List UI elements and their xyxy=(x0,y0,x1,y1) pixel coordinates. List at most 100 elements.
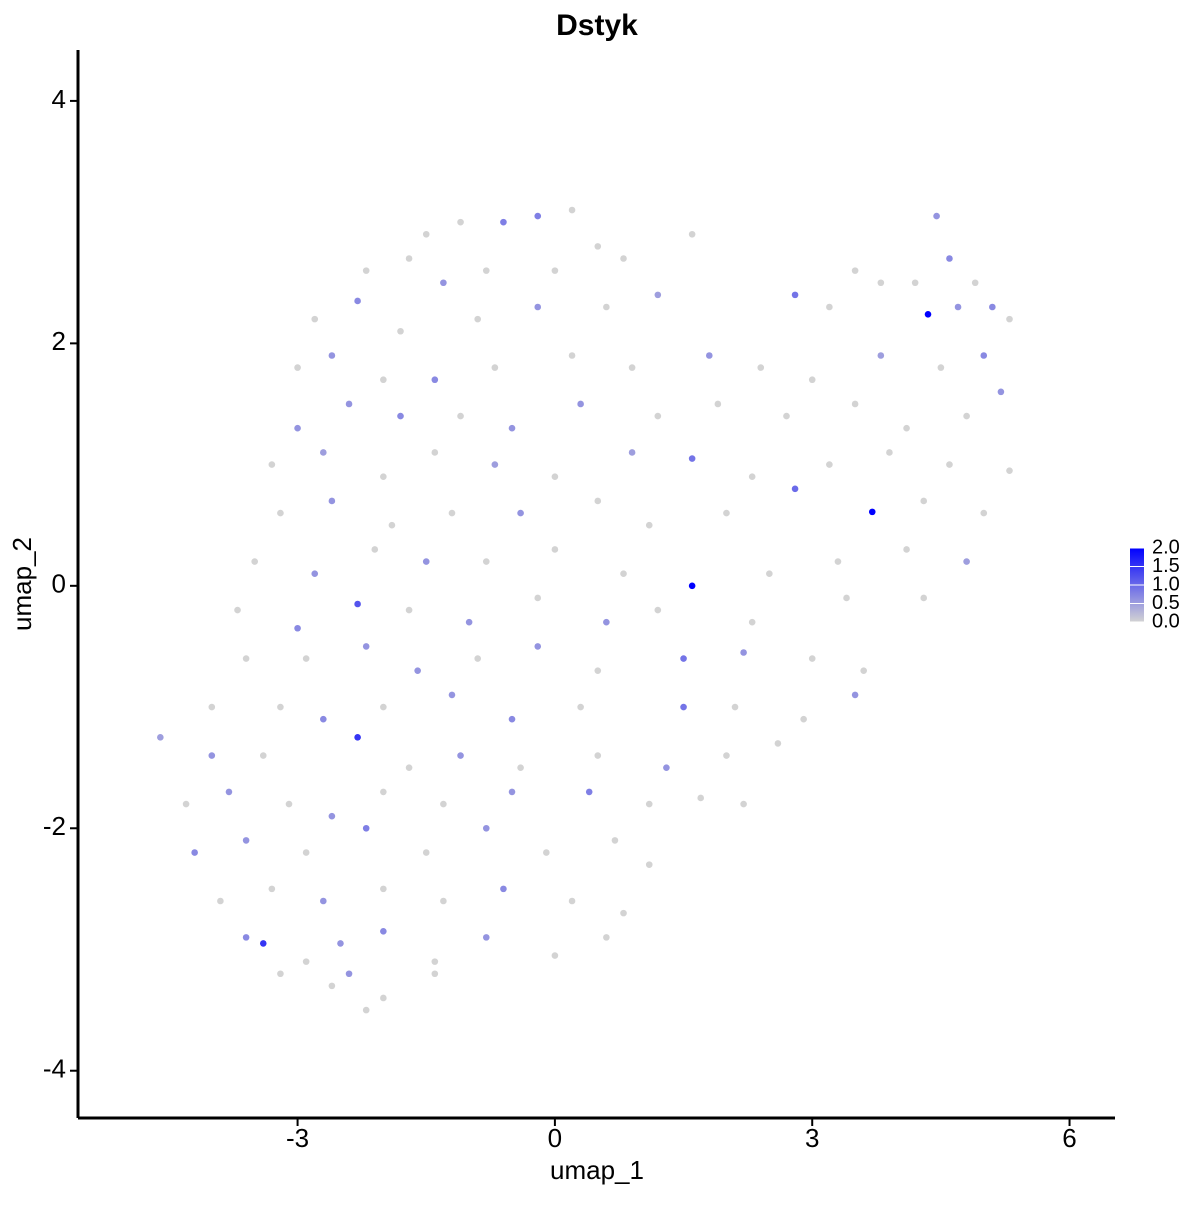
cell-point xyxy=(285,800,293,808)
cell-point xyxy=(543,849,550,856)
cell-point xyxy=(791,485,799,493)
cell-point xyxy=(302,849,310,856)
cell-point xyxy=(457,218,464,226)
cell-point xyxy=(208,752,216,759)
cell-point xyxy=(457,752,464,759)
cell-point xyxy=(422,849,430,856)
cell-point xyxy=(414,667,421,674)
cell-point xyxy=(826,461,833,468)
cell-point xyxy=(654,606,662,614)
cell-point xyxy=(268,885,276,893)
cell-point xyxy=(534,594,542,602)
cell-point xyxy=(568,352,576,359)
cell-point xyxy=(362,1006,370,1014)
colorbar-label: 1.0 xyxy=(1152,573,1180,595)
cell-point xyxy=(422,558,430,565)
cell-point xyxy=(422,230,430,238)
cell-point xyxy=(748,618,756,626)
cell-point xyxy=(482,267,490,274)
cell-point xyxy=(277,509,284,517)
cell-point xyxy=(380,473,387,481)
cell-point xyxy=(482,934,490,941)
cell-point xyxy=(517,764,524,771)
cell-point xyxy=(585,788,593,796)
cell-point xyxy=(362,824,370,832)
y-tick-label: 4 xyxy=(52,84,66,114)
cell-point xyxy=(517,509,524,517)
cell-point xyxy=(242,934,250,941)
colorbar-label: 1.5 xyxy=(1152,555,1180,577)
cell-point xyxy=(294,364,301,371)
cell-point xyxy=(603,303,610,311)
cell-point xyxy=(397,327,404,335)
cell-point xyxy=(508,715,516,723)
cell-point xyxy=(242,655,250,662)
cell-point xyxy=(320,897,327,905)
cell-point xyxy=(594,752,602,759)
cell-point xyxy=(628,449,636,456)
cell-point xyxy=(482,558,490,565)
cell-point xyxy=(568,206,576,214)
cell-point xyxy=(697,794,705,802)
cell-point xyxy=(924,310,932,318)
cell-point xyxy=(911,279,919,287)
cell-point xyxy=(611,837,619,844)
cell-point xyxy=(551,952,559,959)
cell-point xyxy=(474,315,482,323)
cell-point xyxy=(380,928,387,935)
cell-point xyxy=(508,788,516,796)
cell-point xyxy=(937,364,945,371)
cell-point xyxy=(920,594,928,602)
cell-point xyxy=(259,940,267,947)
cell-point xyxy=(989,303,996,311)
cell-point xyxy=(851,691,859,699)
cell-point xyxy=(594,667,602,674)
cell-point xyxy=(534,303,542,311)
cell-point xyxy=(740,800,747,808)
cell-point xyxy=(465,618,473,626)
cell-point xyxy=(946,461,953,468)
cell-point xyxy=(491,364,499,371)
cell-point xyxy=(380,788,387,796)
cell-point xyxy=(397,412,404,420)
cell-point xyxy=(302,655,310,662)
cell-point xyxy=(217,897,224,905)
cell-point xyxy=(645,521,653,529)
cell-point xyxy=(688,582,696,590)
cell-point xyxy=(431,970,439,978)
cell-point xyxy=(808,376,816,384)
cell-point xyxy=(448,691,456,699)
y-tick-label: -2 xyxy=(43,811,66,841)
cell-point xyxy=(980,352,988,359)
cell-point xyxy=(920,497,928,505)
cell-point xyxy=(688,455,696,462)
cell-point xyxy=(362,643,370,650)
cell-point xyxy=(731,703,739,711)
cell-point xyxy=(903,424,910,432)
cell-point xyxy=(320,449,327,456)
cell-point xyxy=(946,255,953,262)
cell-point xyxy=(980,509,988,517)
cell-point xyxy=(963,558,970,565)
cell-point xyxy=(371,546,379,553)
cell-point xyxy=(225,788,233,796)
cell-point xyxy=(457,412,464,420)
cell-point xyxy=(491,461,499,468)
cell-point xyxy=(954,303,962,311)
cell-point xyxy=(320,715,327,723)
cell-point xyxy=(440,800,447,808)
colorbar-label: 0.0 xyxy=(1152,610,1180,632)
cell-point xyxy=(294,424,301,432)
cell-point xyxy=(851,400,859,408)
cell-point xyxy=(482,824,490,832)
cell-point xyxy=(259,752,267,759)
cell-point xyxy=(997,388,1005,396)
cell-point xyxy=(551,473,559,481)
cell-point xyxy=(877,352,885,359)
cell-point xyxy=(354,600,361,608)
cell-point xyxy=(500,885,507,893)
y-tick-label: 0 xyxy=(52,569,66,599)
cell-point xyxy=(963,412,970,420)
cell-point xyxy=(791,291,799,299)
cell-point xyxy=(903,546,910,553)
